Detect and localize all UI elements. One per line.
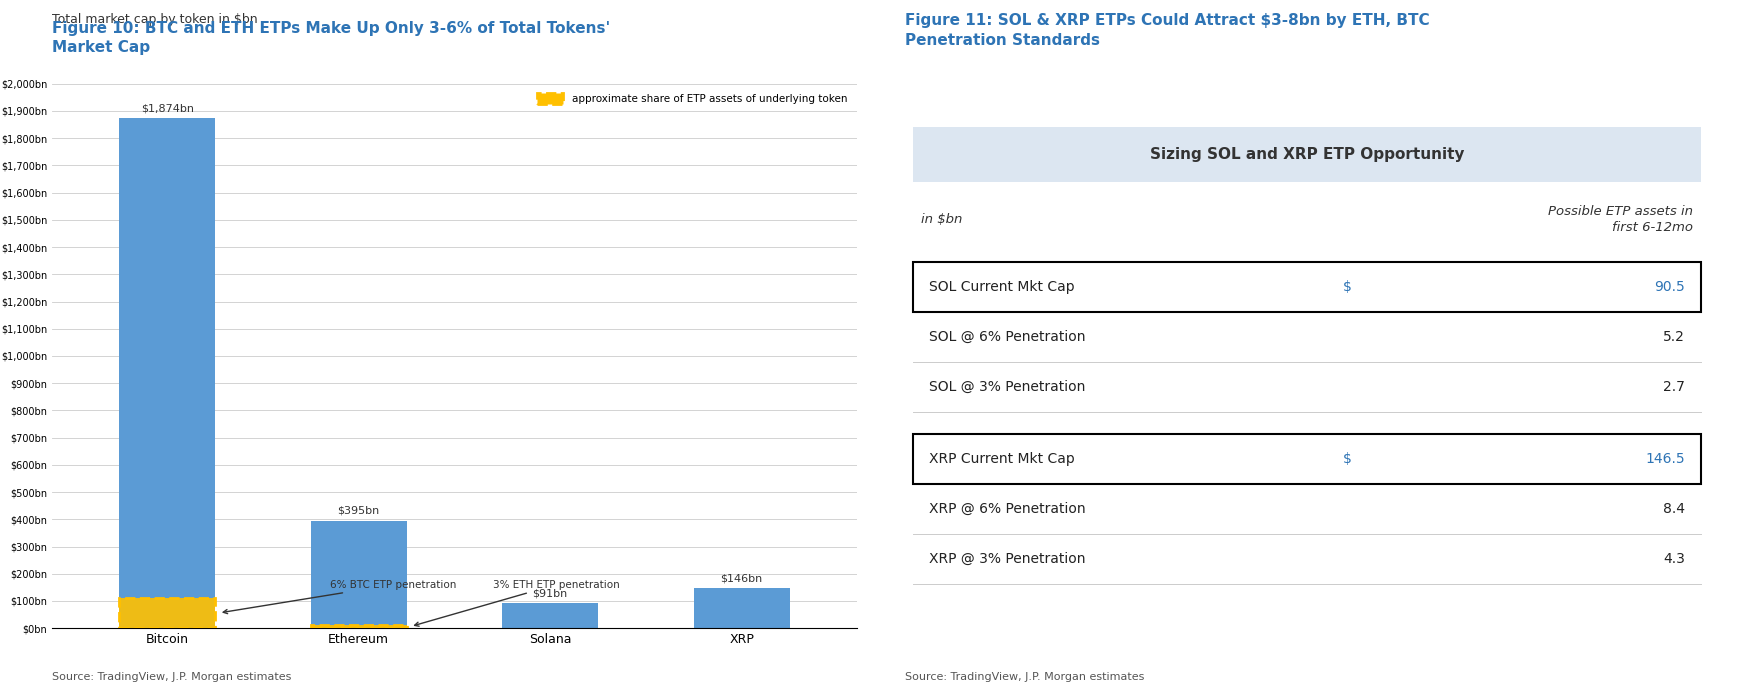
Text: 2.7: 2.7 bbox=[1664, 380, 1685, 394]
Bar bbox=[912, 434, 1700, 484]
Text: $1,874bn: $1,874bn bbox=[141, 103, 194, 113]
Bar bbox=[119, 597, 215, 628]
Text: $395bn: $395bn bbox=[338, 506, 380, 516]
Text: $: $ bbox=[1343, 452, 1352, 466]
Text: $146bn: $146bn bbox=[720, 574, 762, 584]
Legend: approximate share of ETP assets of underlying token: approximate share of ETP assets of under… bbox=[534, 89, 851, 108]
Text: XRP @ 6% Penetration: XRP @ 6% Penetration bbox=[930, 502, 1085, 516]
Bar bbox=[694, 588, 790, 628]
Text: SOL @ 6% Penetration: SOL @ 6% Penetration bbox=[930, 330, 1085, 344]
Text: Source: TradingView, J.P. Morgan estimates: Source: TradingView, J.P. Morgan estimat… bbox=[52, 671, 291, 682]
Text: 6% BTC ETP penetration: 6% BTC ETP penetration bbox=[223, 579, 457, 614]
Text: 5.2: 5.2 bbox=[1664, 330, 1685, 344]
Text: Sizing SOL and XRP ETP Opportunity: Sizing SOL and XRP ETP Opportunity bbox=[1149, 147, 1465, 162]
Text: 90.5: 90.5 bbox=[1655, 280, 1685, 294]
Text: Figure 10: BTC and ETH ETPs Make Up Only 3-6% of Total Tokens'
Market Cap: Figure 10: BTC and ETH ETPs Make Up Only… bbox=[52, 21, 610, 54]
Text: Total market cap by token in $bn: Total market cap by token in $bn bbox=[52, 13, 258, 26]
Bar bbox=[502, 604, 598, 628]
Bar bbox=[912, 262, 1700, 312]
Text: in $bn: in $bn bbox=[921, 213, 963, 226]
Bar bbox=[119, 597, 215, 628]
Bar bbox=[119, 118, 215, 628]
Text: Source: TradingView, J.P. Morgan estimates: Source: TradingView, J.P. Morgan estimat… bbox=[905, 671, 1144, 682]
Text: 8.4: 8.4 bbox=[1664, 502, 1685, 516]
Text: $91bn: $91bn bbox=[532, 588, 569, 598]
Text: Figure 11: SOL & XRP ETPs Could Attract $3-8bn by ETH, BTC
Penetration Standards: Figure 11: SOL & XRP ETPs Could Attract … bbox=[905, 13, 1430, 47]
Text: 146.5: 146.5 bbox=[1645, 452, 1685, 466]
Bar bbox=[912, 127, 1700, 181]
Text: 3% ETH ETP penetration: 3% ETH ETP penetration bbox=[415, 579, 619, 626]
Text: SOL Current Mkt Cap: SOL Current Mkt Cap bbox=[930, 280, 1074, 294]
Text: $: $ bbox=[1343, 280, 1352, 294]
Text: Possible ETP assets in
first 6-12mo: Possible ETP assets in first 6-12mo bbox=[1549, 205, 1693, 234]
Bar bbox=[310, 625, 406, 628]
Text: 4.3: 4.3 bbox=[1664, 552, 1685, 566]
Bar bbox=[310, 625, 406, 628]
Bar bbox=[310, 521, 406, 628]
Text: XRP Current Mkt Cap: XRP Current Mkt Cap bbox=[930, 452, 1074, 466]
Text: SOL @ 3% Penetration: SOL @ 3% Penetration bbox=[930, 380, 1085, 394]
Text: XRP @ 3% Penetration: XRP @ 3% Penetration bbox=[930, 552, 1085, 566]
